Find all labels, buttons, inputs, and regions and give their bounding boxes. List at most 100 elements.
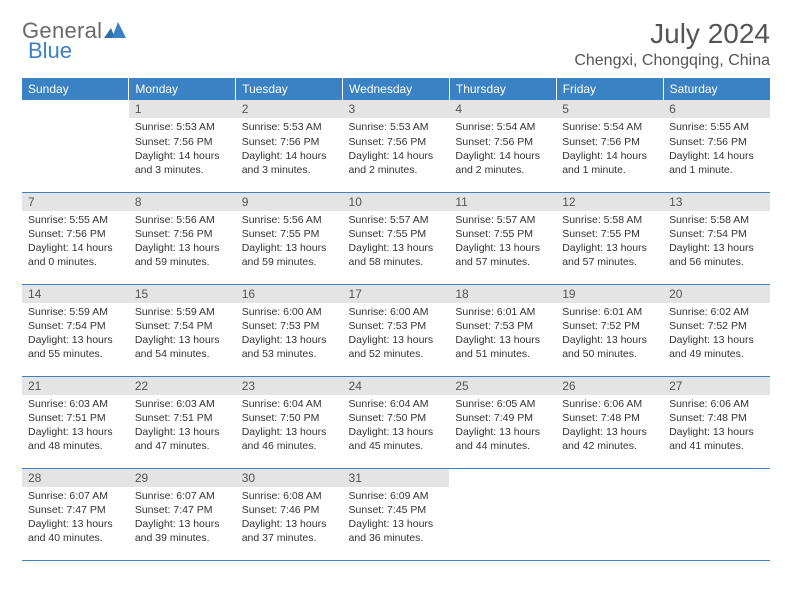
brand-name-part2: Blue [28, 38, 72, 64]
calendar-day-cell: 8Sunrise: 5:56 AMSunset: 7:56 PMDaylight… [129, 192, 236, 284]
calendar-body: 1Sunrise: 5:53 AMSunset: 7:56 PMDaylight… [22, 100, 770, 560]
day-number: 24 [343, 377, 450, 395]
calendar-day-cell: 14Sunrise: 5:59 AMSunset: 7:54 PMDayligh… [22, 284, 129, 376]
calendar-week-row: 1Sunrise: 5:53 AMSunset: 7:56 PMDaylight… [22, 100, 770, 192]
day-number: 5 [556, 100, 663, 118]
calendar-day-cell: 17Sunrise: 6:00 AMSunset: 7:53 PMDayligh… [343, 284, 450, 376]
calendar-day-cell: 18Sunrise: 6:01 AMSunset: 7:53 PMDayligh… [449, 284, 556, 376]
day-details: Sunrise: 5:58 AMSunset: 7:55 PMDaylight:… [556, 211, 663, 274]
day-details: Sunrise: 5:56 AMSunset: 7:56 PMDaylight:… [129, 211, 236, 274]
day-number: 25 [449, 377, 556, 395]
day-details: Sunrise: 6:00 AMSunset: 7:53 PMDaylight:… [236, 303, 343, 366]
day-number: 23 [236, 377, 343, 395]
day-details: Sunrise: 6:09 AMSunset: 7:45 PMDaylight:… [343, 487, 450, 550]
calendar-day-cell: 24Sunrise: 6:04 AMSunset: 7:50 PMDayligh… [343, 376, 450, 468]
calendar-week-row: 21Sunrise: 6:03 AMSunset: 7:51 PMDayligh… [22, 376, 770, 468]
calendar-day-cell: 26Sunrise: 6:06 AMSunset: 7:48 PMDayligh… [556, 376, 663, 468]
calendar-day-cell: 3Sunrise: 5:53 AMSunset: 7:56 PMDaylight… [343, 100, 450, 192]
weekday-header: Tuesday [236, 78, 343, 100]
day-number: 2 [236, 100, 343, 118]
calendar-day-cell [556, 468, 663, 560]
day-details: Sunrise: 5:53 AMSunset: 7:56 PMDaylight:… [129, 118, 236, 181]
day-number: 11 [449, 193, 556, 211]
day-details: Sunrise: 6:00 AMSunset: 7:53 PMDaylight:… [343, 303, 450, 366]
day-details: Sunrise: 6:03 AMSunset: 7:51 PMDaylight:… [22, 395, 129, 458]
day-details: Sunrise: 5:57 AMSunset: 7:55 PMDaylight:… [449, 211, 556, 274]
calendar-day-cell: 31Sunrise: 6:09 AMSunset: 7:45 PMDayligh… [343, 468, 450, 560]
calendar-day-cell: 27Sunrise: 6:06 AMSunset: 7:48 PMDayligh… [663, 376, 770, 468]
day-details: Sunrise: 6:06 AMSunset: 7:48 PMDaylight:… [556, 395, 663, 458]
location-label: Chengxi, Chongqing, China [574, 52, 770, 70]
calendar-day-cell: 1Sunrise: 5:53 AMSunset: 7:56 PMDaylight… [129, 100, 236, 192]
day-details: Sunrise: 5:59 AMSunset: 7:54 PMDaylight:… [129, 303, 236, 366]
day-number: 13 [663, 193, 770, 211]
day-number [449, 469, 556, 487]
title-block: July 2024 Chengxi, Chongqing, China [574, 18, 770, 70]
calendar-week-row: 14Sunrise: 5:59 AMSunset: 7:54 PMDayligh… [22, 284, 770, 376]
day-number: 15 [129, 285, 236, 303]
day-details: Sunrise: 5:58 AMSunset: 7:54 PMDaylight:… [663, 211, 770, 274]
calendar-day-cell: 29Sunrise: 6:07 AMSunset: 7:47 PMDayligh… [129, 468, 236, 560]
calendar-header-row: SundayMondayTuesdayWednesdayThursdayFrid… [22, 78, 770, 100]
day-details: Sunrise: 6:04 AMSunset: 7:50 PMDaylight:… [236, 395, 343, 458]
weekday-header: Monday [129, 78, 236, 100]
day-details: Sunrise: 6:06 AMSunset: 7:48 PMDaylight:… [663, 395, 770, 458]
day-number: 29 [129, 469, 236, 487]
day-details: Sunrise: 6:01 AMSunset: 7:52 PMDaylight:… [556, 303, 663, 366]
calendar-day-cell: 20Sunrise: 6:02 AMSunset: 7:52 PMDayligh… [663, 284, 770, 376]
day-details: Sunrise: 6:02 AMSunset: 7:52 PMDaylight:… [663, 303, 770, 366]
calendar-day-cell: 21Sunrise: 6:03 AMSunset: 7:51 PMDayligh… [22, 376, 129, 468]
day-number: 19 [556, 285, 663, 303]
calendar-week-row: 28Sunrise: 6:07 AMSunset: 7:47 PMDayligh… [22, 468, 770, 560]
day-number: 6 [663, 100, 770, 118]
calendar-day-cell: 25Sunrise: 6:05 AMSunset: 7:49 PMDayligh… [449, 376, 556, 468]
calendar-day-cell: 16Sunrise: 6:00 AMSunset: 7:53 PMDayligh… [236, 284, 343, 376]
calendar-day-cell: 5Sunrise: 5:54 AMSunset: 7:56 PMDaylight… [556, 100, 663, 192]
day-number [22, 100, 129, 118]
day-number: 9 [236, 193, 343, 211]
day-number: 27 [663, 377, 770, 395]
day-number: 30 [236, 469, 343, 487]
day-details: Sunrise: 5:54 AMSunset: 7:56 PMDaylight:… [556, 118, 663, 181]
day-number: 8 [129, 193, 236, 211]
day-details: Sunrise: 5:57 AMSunset: 7:55 PMDaylight:… [343, 211, 450, 274]
calendar-day-cell: 13Sunrise: 5:58 AMSunset: 7:54 PMDayligh… [663, 192, 770, 284]
calendar-table: SundayMondayTuesdayWednesdayThursdayFrid… [22, 78, 770, 561]
day-number: 18 [449, 285, 556, 303]
day-details: Sunrise: 5:59 AMSunset: 7:54 PMDaylight:… [22, 303, 129, 366]
calendar-day-cell: 12Sunrise: 5:58 AMSunset: 7:55 PMDayligh… [556, 192, 663, 284]
day-number: 28 [22, 469, 129, 487]
calendar-day-cell: 2Sunrise: 5:53 AMSunset: 7:56 PMDaylight… [236, 100, 343, 192]
weekday-header: Friday [556, 78, 663, 100]
day-number: 10 [343, 193, 450, 211]
day-number: 31 [343, 469, 450, 487]
day-details: Sunrise: 5:56 AMSunset: 7:55 PMDaylight:… [236, 211, 343, 274]
calendar-day-cell: 9Sunrise: 5:56 AMSunset: 7:55 PMDaylight… [236, 192, 343, 284]
weekday-header: Thursday [449, 78, 556, 100]
day-number: 17 [343, 285, 450, 303]
day-details: Sunrise: 5:54 AMSunset: 7:56 PMDaylight:… [449, 118, 556, 181]
calendar-day-cell [663, 468, 770, 560]
day-number [663, 469, 770, 487]
day-details: Sunrise: 6:07 AMSunset: 7:47 PMDaylight:… [22, 487, 129, 550]
calendar-day-cell: 15Sunrise: 5:59 AMSunset: 7:54 PMDayligh… [129, 284, 236, 376]
weekday-header: Sunday [22, 78, 129, 100]
day-details: Sunrise: 6:05 AMSunset: 7:49 PMDaylight:… [449, 395, 556, 458]
weekday-header: Saturday [663, 78, 770, 100]
day-details: Sunrise: 6:03 AMSunset: 7:51 PMDaylight:… [129, 395, 236, 458]
day-number: 14 [22, 285, 129, 303]
calendar-week-row: 7Sunrise: 5:55 AMSunset: 7:56 PMDaylight… [22, 192, 770, 284]
day-number [556, 469, 663, 487]
day-details: Sunrise: 5:53 AMSunset: 7:56 PMDaylight:… [343, 118, 450, 181]
day-number: 22 [129, 377, 236, 395]
day-details: Sunrise: 5:53 AMSunset: 7:56 PMDaylight:… [236, 118, 343, 181]
day-number: 4 [449, 100, 556, 118]
calendar-day-cell: 30Sunrise: 6:08 AMSunset: 7:46 PMDayligh… [236, 468, 343, 560]
calendar-day-cell: 7Sunrise: 5:55 AMSunset: 7:56 PMDaylight… [22, 192, 129, 284]
day-number: 1 [129, 100, 236, 118]
calendar-day-cell: 10Sunrise: 5:57 AMSunset: 7:55 PMDayligh… [343, 192, 450, 284]
day-number: 26 [556, 377, 663, 395]
calendar-day-cell: 6Sunrise: 5:55 AMSunset: 7:56 PMDaylight… [663, 100, 770, 192]
calendar-day-cell: 23Sunrise: 6:04 AMSunset: 7:50 PMDayligh… [236, 376, 343, 468]
day-details: Sunrise: 6:08 AMSunset: 7:46 PMDaylight:… [236, 487, 343, 550]
